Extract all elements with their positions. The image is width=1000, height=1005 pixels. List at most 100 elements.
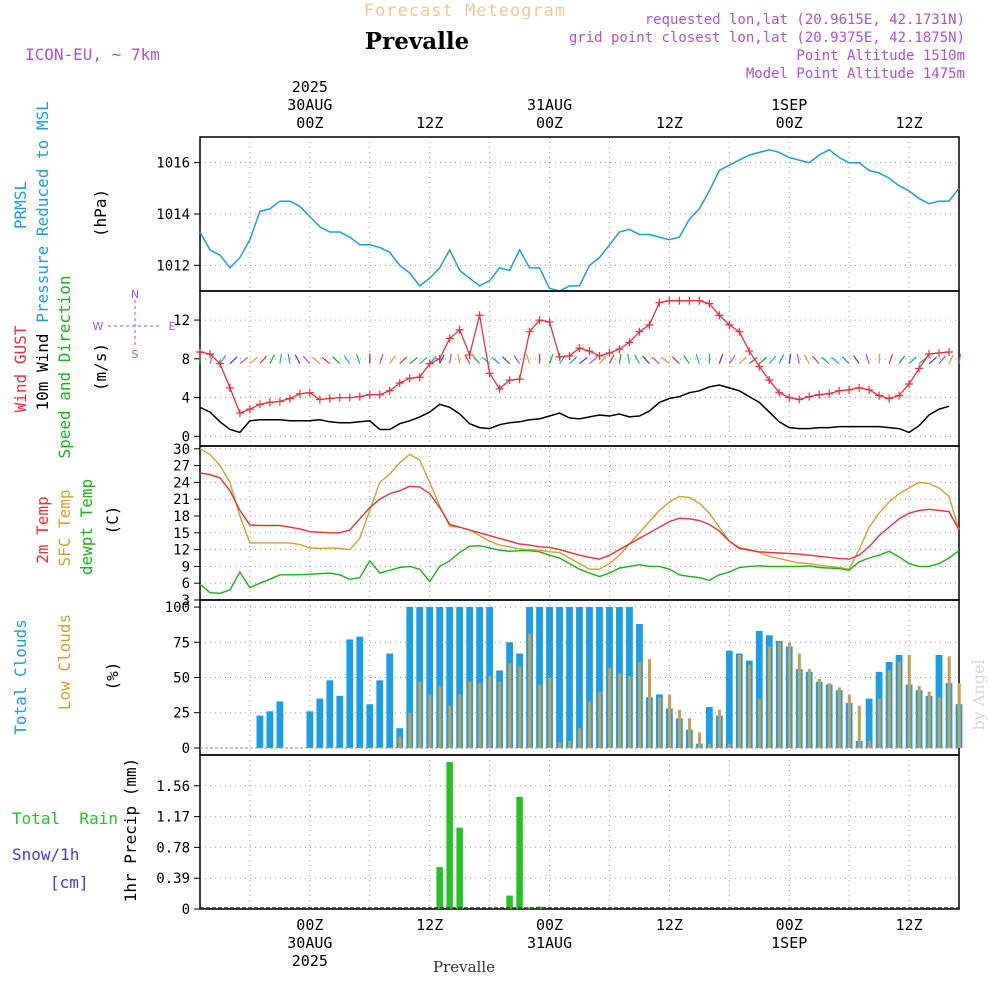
low-cloud-bar (788, 642, 791, 748)
total-cloud-bar (576, 607, 583, 748)
low-cloud-bar (418, 682, 421, 748)
low-cloud-bar (558, 742, 561, 748)
low-cloud-bar (708, 744, 711, 748)
clouds-unit: (%) (103, 662, 122, 691)
low-cloud-bar (568, 741, 571, 748)
wind-direction-arrow (889, 354, 892, 363)
time-axis-label: 00Z (296, 916, 323, 934)
y-tick-label: 30 (173, 442, 190, 458)
low-cloud-bar (808, 669, 811, 748)
low-cloud-bar (848, 694, 851, 748)
total-cloud-bar (326, 680, 333, 748)
requested-coords: requested lon,lat (20.9615E, 42.1731N) (645, 12, 965, 28)
wind-direction-arrow (312, 357, 320, 363)
low-cloud-bar (658, 697, 661, 748)
wind-direction-arrow (344, 355, 350, 363)
y-tick-label: 6 (182, 576, 190, 592)
low-cloud-bar (498, 682, 501, 748)
gust-marker (316, 396, 324, 404)
time-axis-label: 1SEP (771, 96, 807, 114)
panel-frame (200, 446, 959, 600)
low-cloud-bar (828, 683, 831, 748)
y-tick-label: 1.17 (156, 810, 190, 826)
total-cloud-bar (566, 607, 573, 748)
wind-direction-arrow (652, 357, 660, 363)
gust-marker (376, 391, 384, 399)
gust-marker (326, 395, 334, 403)
y-tick-label: 50 (173, 671, 190, 687)
compass-east: E (169, 320, 176, 333)
gust-marker (855, 384, 863, 392)
wind-direction-arrow (482, 357, 490, 363)
rain-bar (516, 797, 522, 909)
wind-direction-arrow (719, 354, 722, 363)
gust-marker (815, 391, 823, 399)
gust-marker (406, 374, 414, 382)
low-cloud-bar (748, 665, 751, 748)
gust-marker (795, 396, 803, 404)
temp-dewpt-label: dewpt Temp (77, 479, 96, 575)
wind-direction-arrow (357, 354, 360, 363)
low-cloud-bar (718, 710, 721, 748)
precip-snow-unit: [cm] (50, 873, 89, 892)
gust-marker (595, 352, 603, 360)
pressure-label-full: Pressure Reduced to MSL (33, 101, 52, 323)
y-tick-label: 24 (173, 475, 190, 491)
wind-direction-arrow (939, 356, 945, 364)
low-cloud-bar (798, 654, 801, 748)
gust-marker (825, 390, 833, 398)
rain-bar (446, 762, 452, 909)
gust-marker (236, 409, 244, 417)
low-cloud-bar (608, 668, 611, 748)
low-cloud-bar (758, 699, 761, 748)
gust-marker (226, 384, 234, 392)
wind-direction-arrow (390, 355, 396, 363)
total-cloud-bar (386, 654, 393, 748)
wind-direction-arrow (729, 356, 735, 364)
precip-unit-label: 1hr Precip (mm) (121, 758, 140, 903)
point-altitude: Point Altitude 1510m (796, 48, 965, 64)
gust-marker (945, 348, 953, 356)
gust-marker (296, 390, 304, 398)
rain-bar (436, 867, 442, 909)
gust-marker (925, 350, 933, 358)
wind-direction-arrow (822, 357, 830, 363)
wind-direction-arrow (929, 357, 937, 364)
gust-line (200, 301, 949, 413)
gust-marker (885, 395, 893, 403)
compass-south: S (132, 348, 139, 361)
gust-marker (276, 397, 284, 405)
low-cloud-bar (458, 694, 461, 748)
total-cloud-bar (706, 707, 713, 748)
low-cloud-bar (938, 697, 941, 748)
gust-marker (476, 311, 484, 319)
wind-direction-arrow (842, 357, 849, 364)
temp-2m-label: 2m Temp (33, 496, 52, 563)
low-cloud-bar (698, 732, 701, 748)
total-cloud-bar (257, 716, 264, 748)
y-tick-label: 0.78 (156, 840, 190, 856)
gust-marker (516, 375, 524, 383)
gust-marker (306, 389, 314, 397)
total-cloud-bar (866, 699, 873, 748)
wind-direction-arrow (866, 354, 869, 364)
y-tick-label: 1.56 (156, 779, 190, 795)
y-tick-label: 15 (173, 526, 190, 542)
low-cloud-bar (508, 663, 511, 748)
gust-marker (685, 297, 693, 305)
low-cloud-bar (898, 662, 901, 748)
wind-direction-arrow (589, 357, 597, 364)
low-cloud-bar (858, 706, 861, 748)
wind-direction-arrow (502, 357, 509, 364)
wind-direction-arrow (949, 355, 953, 364)
time-axis-label: 2025 (292, 952, 328, 970)
gust-marker (935, 349, 943, 357)
wind-speed-dir-label: Speed and Direction (55, 275, 74, 458)
wind-direction-arrow (303, 356, 310, 364)
y-tick-label: 9 (182, 559, 190, 575)
gust-marker (655, 299, 663, 307)
time-axis-label: 00Z (536, 916, 563, 934)
gust-marker (735, 328, 743, 336)
gust-marker (256, 400, 264, 408)
